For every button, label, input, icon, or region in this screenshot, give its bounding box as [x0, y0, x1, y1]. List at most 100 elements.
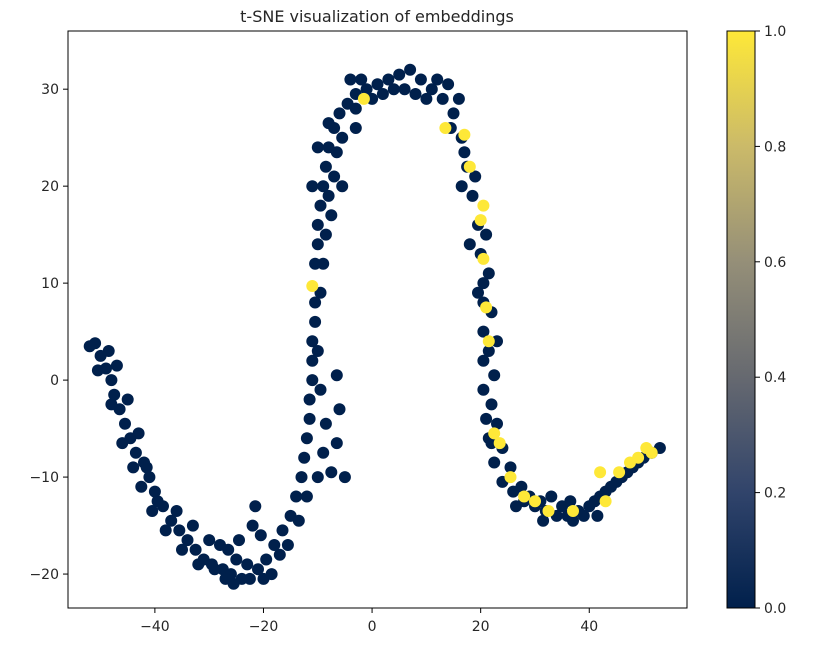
data-point — [91, 364, 104, 377]
data-point — [176, 543, 188, 556]
data-point — [165, 514, 178, 527]
data-point — [252, 563, 264, 576]
data-point — [480, 228, 493, 241]
data-point — [222, 543, 235, 556]
data-point — [170, 505, 183, 517]
data-point — [330, 369, 343, 382]
data-point — [227, 577, 240, 590]
data-point — [276, 524, 289, 537]
data-point-highlight — [439, 122, 452, 134]
data-point — [322, 117, 335, 130]
data-point — [319, 228, 332, 241]
data-point — [336, 180, 349, 193]
colorbar-tick-label: 0.0 — [764, 601, 786, 617]
x-tick-label: 0 — [368, 619, 377, 635]
data-point — [246, 519, 259, 532]
data-point-highlight — [357, 92, 370, 105]
data-point — [466, 189, 479, 202]
data-point — [349, 102, 362, 115]
data-point — [186, 519, 199, 532]
data-point — [314, 383, 327, 396]
data-point — [306, 180, 319, 193]
data-point-highlight — [518, 490, 531, 503]
data-point — [83, 340, 96, 353]
data-point — [393, 68, 406, 81]
data-point — [311, 345, 324, 357]
data-point — [314, 286, 327, 299]
data-point — [116, 437, 129, 450]
data-point — [140, 461, 153, 474]
data-point — [135, 480, 148, 493]
data-point — [317, 257, 330, 270]
data-point — [452, 92, 465, 105]
data-point — [309, 296, 322, 309]
data-point — [281, 539, 294, 551]
data-point — [121, 393, 134, 406]
data-point — [485, 398, 498, 411]
data-point — [325, 466, 338, 479]
data-point — [477, 383, 490, 396]
data-point — [577, 509, 590, 522]
data-point — [292, 514, 305, 527]
data-point — [314, 199, 327, 212]
data-point — [431, 73, 444, 86]
data-point — [325, 209, 338, 222]
data-point — [127, 461, 140, 474]
data-point — [254, 529, 267, 542]
y-axis: −20 −10 0 10 20 30 — [29, 82, 68, 583]
chart-title: t-SNE visualization of embeddings — [240, 7, 514, 26]
data-point-highlight — [477, 252, 490, 265]
data-point — [322, 189, 335, 202]
data-point — [243, 572, 256, 585]
data-point — [311, 471, 324, 484]
data-point — [442, 78, 455, 91]
data-point — [241, 558, 254, 571]
data-point — [189, 543, 202, 556]
data-point — [273, 548, 286, 561]
data-point — [621, 466, 634, 479]
data-point-highlight — [599, 495, 612, 508]
data-point — [181, 534, 194, 547]
data-point — [306, 354, 319, 367]
data-point — [306, 335, 319, 348]
data-point-highlight — [482, 335, 495, 348]
colorbar: 0.0 0.2 0.4 0.6 0.8 1.0 — [726, 24, 786, 617]
data-point — [338, 471, 351, 484]
colorbar-tick-label: 1.0 — [764, 24, 786, 40]
data-point — [414, 73, 427, 86]
data-point-highlight — [567, 505, 579, 517]
data-point — [491, 335, 503, 348]
data-point — [119, 417, 131, 430]
data-point-highlight — [488, 427, 501, 440]
data-point — [233, 534, 245, 547]
data-point — [567, 514, 579, 527]
data-point — [510, 500, 522, 513]
data-point — [398, 83, 411, 96]
data-point — [477, 354, 490, 367]
y-tick-label: 0 — [50, 373, 59, 389]
data-point — [504, 461, 517, 474]
data-point — [317, 180, 330, 193]
data-point-highlight — [463, 160, 476, 173]
plot-area — [67, 30, 688, 609]
data-point — [303, 412, 316, 425]
data-point — [260, 553, 273, 566]
data-point — [485, 437, 498, 450]
data-point — [458, 146, 471, 159]
data-point — [472, 286, 484, 299]
data-point — [146, 505, 159, 517]
data-point — [105, 374, 118, 387]
data-point — [488, 369, 501, 382]
data-point — [480, 412, 493, 425]
data-point — [425, 83, 438, 96]
data-point — [371, 78, 384, 91]
data-point — [420, 92, 433, 105]
data-point — [143, 471, 156, 484]
y-tick-label: −20 — [29, 567, 59, 583]
data-point — [336, 131, 349, 144]
data-point — [366, 92, 379, 105]
points-layer — [83, 63, 666, 590]
data-point — [333, 403, 346, 416]
data-point-highlight — [477, 199, 490, 212]
